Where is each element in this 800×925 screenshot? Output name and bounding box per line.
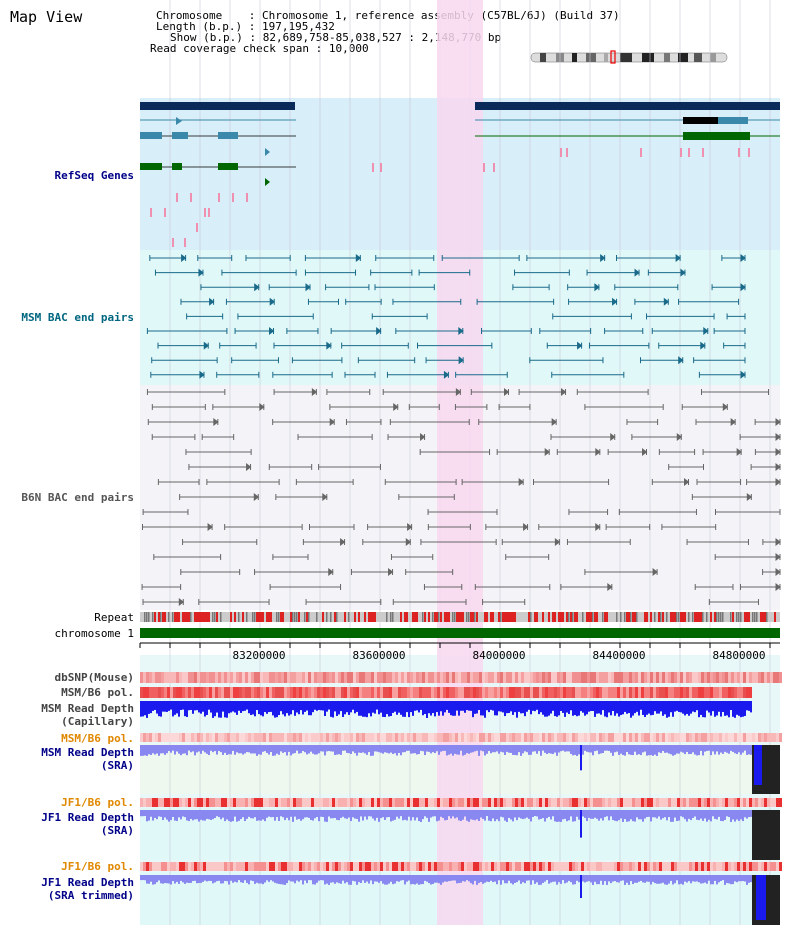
msm-depth-cap-label-2: (Capillary) [61, 715, 134, 728]
length-label: Length (b.p.) [156, 20, 243, 33]
show-value: 82,689,758-85,038,527 : 2,148,770 bp [262, 31, 502, 44]
read-depth-tracks[interactable] [140, 701, 780, 925]
length-value: 197,195,432 [261, 20, 335, 33]
jf1-b6-pol-label[interactable]: JF1/B6 pol. [61, 796, 134, 809]
msm-b6-pol-label-2[interactable]: MSM/B6 pol. [61, 732, 134, 745]
jf1-b6-pol-label-2[interactable]: JF1/B6 pol. [61, 860, 134, 873]
coverage-label: Read coverage check span [150, 42, 309, 55]
axis-tick-label: 83600000 [352, 649, 406, 662]
map-view-title: Map View [10, 8, 83, 26]
jf1-depth-trim-label-2: (SRA trimmed) [47, 889, 134, 902]
axis-tick-label: 84400000 [592, 649, 646, 662]
polymorphism-tracks[interactable] [140, 672, 782, 871]
ideogram-position-marker[interactable] [610, 50, 616, 64]
b6n-bac-label[interactable]: B6N BAC end pairs [21, 491, 134, 504]
repeat-track[interactable] [144, 612, 776, 622]
jf1-depth-sra-label-2: (SRA) [100, 824, 134, 837]
msm-bac-label[interactable]: MSM BAC end pairs [21, 311, 134, 324]
jf1-depth-trim-label-1[interactable]: JF1 Read Depth [41, 876, 134, 889]
axis-tick-label: 84800000 [712, 649, 766, 662]
msm-depth-cap-label-1[interactable]: MSM Read Depth [41, 702, 134, 715]
jf1-depth-sra-label-1[interactable]: JF1 Read Depth [41, 811, 134, 824]
msm-depth-sra-label-2: (SRA) [100, 759, 134, 772]
repeat-label: Repeat [94, 611, 134, 624]
coverage-value: 10,000 [328, 42, 369, 55]
chromosome-label: Chromosome [156, 9, 223, 22]
chromosome-label-track: chromosome 1 [54, 627, 134, 640]
axis-tick-label: 84000000 [472, 649, 526, 662]
chromosome-bar[interactable] [140, 628, 780, 638]
show-label: Show (b.p.) [170, 31, 243, 44]
chromosome-ideogram[interactable] [530, 50, 728, 64]
msm-bac-track[interactable] [146, 254, 746, 379]
msm-depth-sra-label-1[interactable]: MSM Read Depth [41, 746, 134, 759]
refseq-genes-label[interactable]: RefSeq Genes [54, 169, 134, 182]
b6n-bac-track[interactable] [141, 388, 781, 606]
refseq-genes-track[interactable] [140, 102, 780, 186]
dbsnp-label[interactable]: dbSNP(Mouse) [54, 671, 134, 684]
highlight-region[interactable] [437, 0, 483, 925]
axis-tick-label: 83200000 [232, 649, 286, 662]
msm-b6-pol-label[interactable]: MSM/B6 pol. [61, 686, 134, 699]
